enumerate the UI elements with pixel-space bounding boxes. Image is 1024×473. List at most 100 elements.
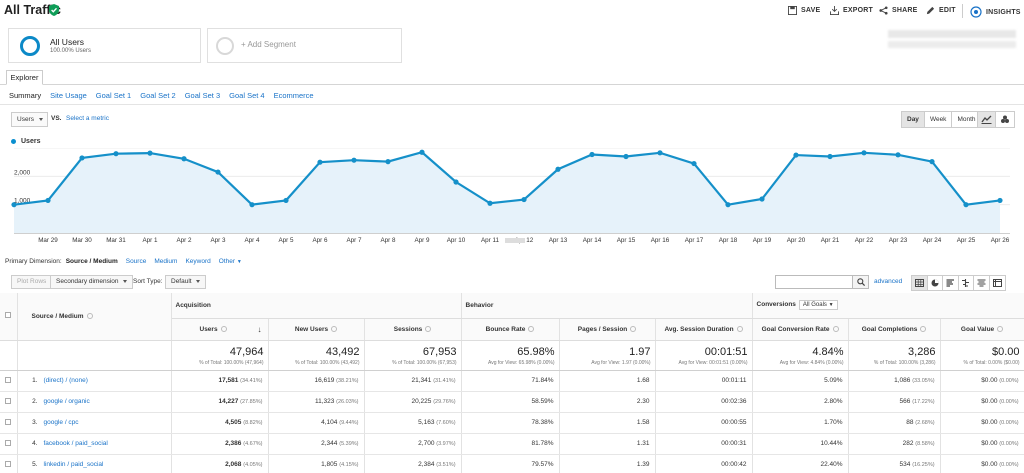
subtab-goal-set-3[interactable]: Goal Set 3 xyxy=(184,91,221,100)
page-title: All Traffic xyxy=(4,3,61,17)
row-checkbox[interactable] xyxy=(5,460,12,467)
col-new-users[interactable]: New Users xyxy=(268,318,365,341)
plot-rows-button[interactable]: Plot Rows xyxy=(11,275,53,289)
col-goal-conversion-rate[interactable]: Goal Conversion Rate xyxy=(752,318,849,341)
subtab-goal-set-4[interactable]: Goal Set 4 xyxy=(229,91,265,100)
select-all-checkbox[interactable] xyxy=(5,312,12,319)
search-button[interactable] xyxy=(852,275,869,289)
subtab-summary[interactable]: Summary xyxy=(9,91,42,100)
data-point[interactable] xyxy=(385,159,391,165)
dimension-source[interactable]: Source xyxy=(125,258,147,265)
view-data-button[interactable] xyxy=(912,276,928,290)
source-medium-link[interactable]: (direct) / (none) xyxy=(43,377,88,384)
dim-header[interactable]: Source / Medium xyxy=(17,293,172,341)
data-point[interactable] xyxy=(79,155,85,161)
data-point[interactable] xyxy=(113,151,119,157)
view-performance-button[interactable] xyxy=(943,276,959,290)
col-bounce-rate[interactable]: Bounce Rate xyxy=(461,318,560,341)
data-point[interactable] xyxy=(657,150,663,156)
help-icon xyxy=(528,325,535,332)
data-point[interactable] xyxy=(351,157,357,163)
data-point[interactable] xyxy=(827,153,833,160)
data-point[interactable] xyxy=(249,202,255,208)
data-point[interactable] xyxy=(521,196,527,203)
total-new-users: 43,492% of Total: 100.00% (43,492) xyxy=(268,340,365,371)
segment-all-users[interactable]: All Users 100.00% Users xyxy=(8,28,201,63)
col-avg-session-duration[interactable]: Avg. Session Duration xyxy=(655,318,753,341)
data-point[interactable] xyxy=(929,159,935,165)
dimension-source-medium[interactable]: Source / Medium xyxy=(65,258,118,265)
data-point[interactable] xyxy=(725,202,731,208)
data-point[interactable] xyxy=(555,166,561,172)
data-point[interactable] xyxy=(453,179,459,185)
data-point[interactable] xyxy=(317,159,323,165)
save-button[interactable]: SAVE xyxy=(788,6,820,15)
col-goal-completions[interactable]: Goal Completions xyxy=(848,318,941,341)
insights-button[interactable]: INSIGHTS xyxy=(970,6,1021,18)
add-segment-button[interactable]: + Add Segment xyxy=(207,28,402,63)
dimension-other[interactable]: Other ▼ xyxy=(218,258,242,265)
row-checkbox[interactable] xyxy=(5,418,12,425)
line-chart-button[interactable] xyxy=(978,112,996,127)
secondary-dimension-dropdown[interactable]: Secondary dimension xyxy=(50,275,133,289)
subtab-site-usage[interactable]: Site Usage xyxy=(50,91,87,100)
export-button[interactable]: EXPORT xyxy=(830,6,873,15)
data-point[interactable] xyxy=(623,153,629,160)
data-point[interactable] xyxy=(11,202,17,208)
select-metric-link[interactable]: Select a metric xyxy=(66,115,109,122)
chart-resize-handle[interactable] xyxy=(505,238,525,243)
source-medium-link[interactable]: facebook / paid_social xyxy=(43,440,108,447)
source-medium-link[interactable]: linkedin / paid_social xyxy=(43,461,104,468)
data-point[interactable] xyxy=(861,150,867,156)
pie-icon xyxy=(931,279,939,287)
view-pivot-button[interactable] xyxy=(989,276,1005,290)
data-point[interactable] xyxy=(963,202,969,208)
data-point[interactable] xyxy=(45,197,51,204)
data-point[interactable] xyxy=(283,197,289,204)
subtab-goal-set-2[interactable]: Goal Set 2 xyxy=(140,91,176,100)
dimension-keyword[interactable]: Keyword xyxy=(185,258,211,265)
view-pie-button[interactable] xyxy=(927,276,943,290)
view-term-cloud-button[interactable] xyxy=(974,276,990,290)
col-pages-session[interactable]: Pages / Session xyxy=(559,318,656,341)
subtab-ecommerce[interactable]: Ecommerce xyxy=(273,91,314,100)
data-point[interactable] xyxy=(589,151,595,158)
data-point[interactable] xyxy=(181,156,187,162)
tab-divider xyxy=(0,84,1024,85)
tab-explorer[interactable]: Explorer xyxy=(6,70,43,85)
data-point[interactable] xyxy=(215,169,221,175)
share-button[interactable]: SHARE xyxy=(879,6,918,15)
col-goal-value[interactable]: Goal Value xyxy=(940,318,1024,341)
motion-chart-icon xyxy=(1001,115,1009,123)
row-checkbox[interactable] xyxy=(5,397,12,404)
data-point[interactable] xyxy=(691,160,697,167)
row-checkbox[interactable] xyxy=(5,439,12,446)
advanced-filter-link[interactable]: advanced xyxy=(874,278,903,285)
metric-dropdown[interactable]: Users xyxy=(11,112,48,127)
col-users[interactable]: Users ↓ xyxy=(171,318,269,341)
data-point[interactable] xyxy=(997,197,1003,204)
row-checkbox[interactable] xyxy=(5,376,12,383)
period-week-button[interactable]: Week xyxy=(924,112,953,127)
edit-button[interactable]: EDIT xyxy=(926,6,956,15)
col-sessions[interactable]: Sessions xyxy=(364,318,462,341)
sort-type-dropdown[interactable]: Default xyxy=(165,275,206,289)
data-point[interactable] xyxy=(759,196,765,202)
period-day-button[interactable]: Day xyxy=(902,112,925,127)
x-tick-label: Apr 10 xyxy=(447,237,466,244)
table-search-input[interactable] xyxy=(775,275,853,289)
date-range-blurred[interactable] xyxy=(888,30,1016,38)
data-point[interactable] xyxy=(419,149,425,155)
data-point[interactable] xyxy=(487,200,493,206)
data-point[interactable] xyxy=(793,152,799,158)
subtab-goal-set-1[interactable]: Goal Set 1 xyxy=(95,91,132,100)
source-medium-link[interactable]: google / cpc xyxy=(43,419,79,426)
period-month-button[interactable]: Month xyxy=(952,112,981,127)
data-point[interactable] xyxy=(147,150,153,156)
dimension-medium[interactable]: Medium xyxy=(154,258,178,265)
data-point[interactable] xyxy=(895,152,901,158)
motion-chart-button[interactable] xyxy=(996,112,1014,127)
source-medium-link[interactable]: google / organic xyxy=(43,398,90,405)
goals-dropdown[interactable]: All Goals ▼ xyxy=(798,300,838,311)
view-comparison-button[interactable] xyxy=(958,276,974,290)
